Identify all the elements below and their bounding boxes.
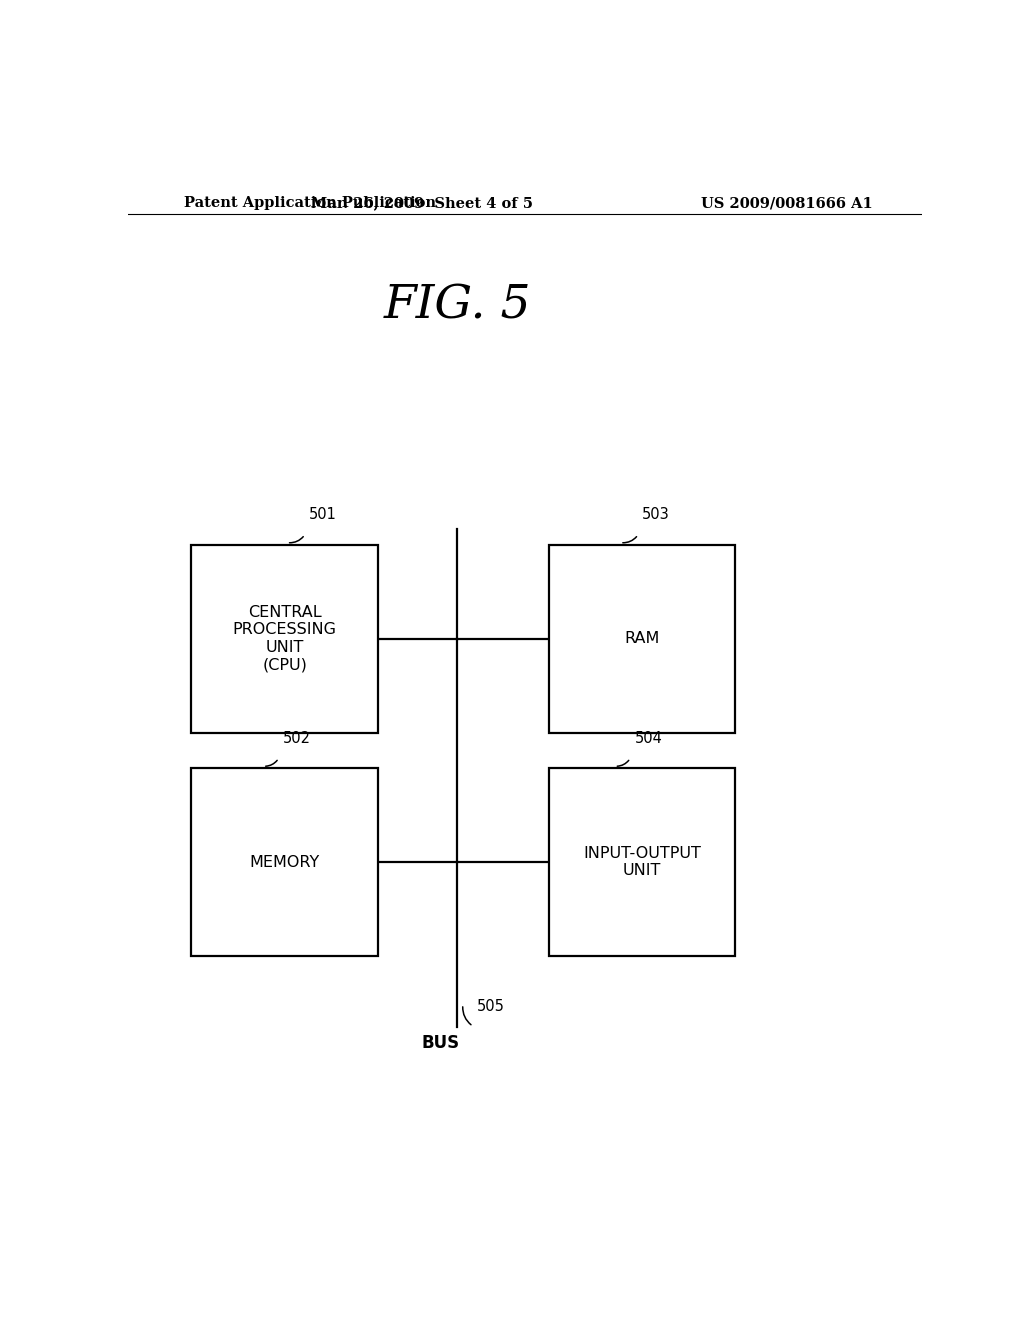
Text: INPUT-OUTPUT
UNIT: INPUT-OUTPUT UNIT	[583, 846, 700, 878]
Text: 502: 502	[283, 731, 310, 746]
Text: BUS: BUS	[422, 1034, 460, 1052]
Text: US 2009/0081666 A1: US 2009/0081666 A1	[700, 197, 872, 210]
Text: RAM: RAM	[625, 631, 659, 647]
Text: 504: 504	[634, 731, 663, 746]
Text: CENTRAL
PROCESSING
UNIT
(CPU): CENTRAL PROCESSING UNIT (CPU)	[232, 605, 337, 672]
Bar	[549, 545, 735, 733]
Text: 501: 501	[309, 507, 337, 523]
Text: 505: 505	[477, 999, 505, 1014]
Bar	[549, 768, 735, 956]
Text: MEMORY: MEMORY	[250, 855, 319, 870]
Text: 503: 503	[642, 507, 670, 523]
Text: Mar. 26, 2009  Sheet 4 of 5: Mar. 26, 2009 Sheet 4 of 5	[310, 197, 532, 210]
Text: Patent Application Publication: Patent Application Publication	[183, 197, 435, 210]
Text: FIG. 5: FIG. 5	[384, 284, 531, 329]
Bar	[191, 545, 378, 733]
Bar	[191, 768, 378, 956]
